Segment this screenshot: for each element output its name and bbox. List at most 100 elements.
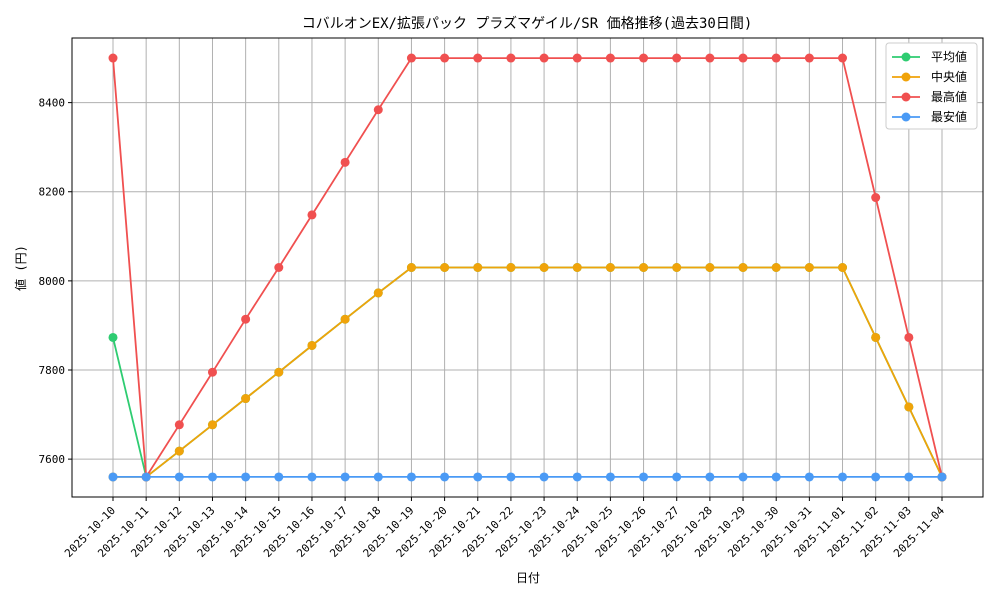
series-2 [108, 53, 947, 482]
data-point [274, 263, 284, 272]
data-point [506, 263, 516, 272]
data-point [207, 367, 217, 377]
data-point [539, 263, 549, 272]
legend-label: 平均値 [931, 49, 967, 64]
data-point [406, 472, 416, 482]
data-point [804, 263, 814, 272]
series-line [113, 266, 943, 478]
series-line [112, 57, 943, 480]
data-point [605, 263, 615, 272]
legend-label: 中央値 [931, 69, 967, 84]
data-point [473, 53, 483, 63]
series-3 [108, 472, 947, 482]
data-point [771, 263, 781, 272]
data-point [705, 263, 715, 272]
data-point [639, 53, 649, 63]
data-point [539, 472, 549, 482]
data-point [406, 263, 416, 272]
legend-marker [901, 72, 911, 82]
data-point [838, 472, 848, 482]
series-group [108, 53, 947, 482]
x-axis-label: 日付 [516, 571, 540, 585]
data-point [440, 263, 450, 272]
data-point [605, 472, 615, 482]
data-point [605, 53, 615, 63]
data-point [506, 53, 516, 63]
data-point [108, 472, 118, 482]
data-point [871, 332, 881, 342]
y-tick-label: 7800 [39, 364, 66, 377]
y-axis-ticks: 7600 7800 8000 8200 8400 [39, 97, 72, 466]
plot-frame [71, 37, 984, 498]
data-point [738, 263, 748, 272]
data-point [241, 394, 251, 404]
data-point [672, 263, 682, 272]
data-point [440, 53, 450, 63]
y-tick-label: 7600 [39, 453, 66, 466]
series-1 [108, 263, 947, 482]
data-point [572, 472, 582, 482]
data-point [838, 53, 848, 63]
data-point [174, 472, 184, 482]
data-point [274, 367, 284, 377]
data-point [307, 340, 317, 350]
data-point [838, 263, 848, 272]
data-point [406, 53, 416, 63]
data-point [506, 472, 516, 482]
legend-marker [901, 112, 911, 122]
data-point [373, 472, 383, 482]
data-point [738, 472, 748, 482]
data-point [804, 472, 814, 482]
data-point [572, 263, 582, 272]
y-axis-label: 値 (円) [13, 245, 28, 291]
data-point [241, 314, 251, 324]
data-point [804, 53, 814, 63]
data-point [705, 53, 715, 63]
data-point [241, 472, 251, 482]
data-point [307, 210, 317, 220]
data-point [672, 53, 682, 63]
data-point [672, 472, 682, 482]
data-point [937, 472, 947, 482]
data-point [207, 420, 217, 430]
data-point [473, 472, 483, 482]
data-point [373, 105, 383, 115]
data-point [274, 472, 284, 482]
data-point [771, 472, 781, 482]
data-point [639, 263, 649, 272]
y-tick-label: 8200 [39, 186, 66, 199]
data-point [473, 263, 483, 272]
data-point [871, 472, 881, 482]
y-tick-label: 8400 [39, 97, 66, 110]
y-tick-label: 8000 [39, 275, 66, 288]
legend-label: 最高値 [931, 89, 967, 104]
data-point [340, 157, 350, 167]
data-point [572, 53, 582, 63]
data-point [108, 53, 118, 63]
data-point [373, 288, 383, 298]
data-point [871, 193, 881, 203]
legend-label: 最安値 [931, 109, 967, 124]
data-point [307, 472, 317, 482]
data-point [738, 53, 748, 63]
data-point [539, 53, 549, 63]
data-point [141, 472, 151, 482]
data-point [440, 472, 450, 482]
legend-marker [901, 92, 911, 102]
data-point [108, 332, 118, 342]
data-point [174, 420, 184, 430]
data-point [705, 472, 715, 482]
data-point [904, 472, 914, 482]
data-point [639, 472, 649, 482]
data-point [207, 472, 217, 482]
data-point [904, 402, 914, 412]
data-point [340, 472, 350, 482]
data-point [340, 314, 350, 324]
legend-marker [901, 52, 911, 62]
data-point [904, 332, 914, 342]
chart-title: コバルオンEX/拡張パック プラズマゲイル/SR 価格推移(過去30日間) [302, 16, 753, 32]
data-point [771, 53, 781, 63]
